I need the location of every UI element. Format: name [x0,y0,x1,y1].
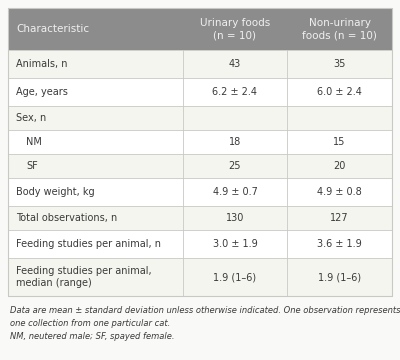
Text: 43: 43 [229,59,241,69]
Text: Characteristic: Characteristic [16,24,89,34]
Text: Urinary foods
(n = 10): Urinary foods (n = 10) [200,18,270,40]
Text: Body weight, kg: Body weight, kg [16,187,95,197]
Text: 35: 35 [333,59,346,69]
Text: Non-urinary
foods (n = 10): Non-urinary foods (n = 10) [302,18,377,40]
Text: 18: 18 [229,137,241,147]
Bar [8,130,392,154]
Text: 4.9 ± 0.8: 4.9 ± 0.8 [317,187,362,197]
Text: Sex, n: Sex, n [16,113,46,123]
Text: 6.0 ± 2.4: 6.0 ± 2.4 [317,87,362,97]
Text: 1.9 (1–6): 1.9 (1–6) [213,272,256,282]
Text: Age, years: Age, years [16,87,68,97]
Text: 20: 20 [333,161,346,171]
Text: 15: 15 [333,137,346,147]
Bar [8,8,392,296]
Text: 127: 127 [330,213,349,223]
Bar [8,178,392,206]
Text: 1.9 (1–6): 1.9 (1–6) [318,272,361,282]
Text: 6.2 ± 2.4: 6.2 ± 2.4 [212,87,258,97]
Text: 25: 25 [229,161,241,171]
Bar [8,106,392,130]
Text: Animals, n: Animals, n [16,59,68,69]
Bar [8,230,392,258]
Text: Total observations, n: Total observations, n [16,213,117,223]
Text: 3.0 ± 1.9: 3.0 ± 1.9 [212,239,257,249]
Bar [8,154,392,178]
Text: Feeding studies per animal,
median (range): Feeding studies per animal, median (rang… [16,266,152,288]
Text: NM: NM [26,137,42,147]
Bar [8,258,392,296]
Text: 130: 130 [226,213,244,223]
Text: one collection from one particular cat.: one collection from one particular cat. [10,319,170,328]
Bar [8,78,392,106]
Bar [8,206,392,230]
Text: 4.9 ± 0.7: 4.9 ± 0.7 [212,187,257,197]
Bar [8,50,392,78]
Text: 3.6 ± 1.9: 3.6 ± 1.9 [317,239,362,249]
Text: SF: SF [26,161,38,171]
Text: Data are mean ± standard deviation unless otherwise indicated. One observation r: Data are mean ± standard deviation unles… [10,306,400,315]
Text: Feeding studies per animal, n: Feeding studies per animal, n [16,239,161,249]
Text: NM, neutered male; SF, spayed female.: NM, neutered male; SF, spayed female. [10,332,174,341]
Bar [8,8,392,50]
